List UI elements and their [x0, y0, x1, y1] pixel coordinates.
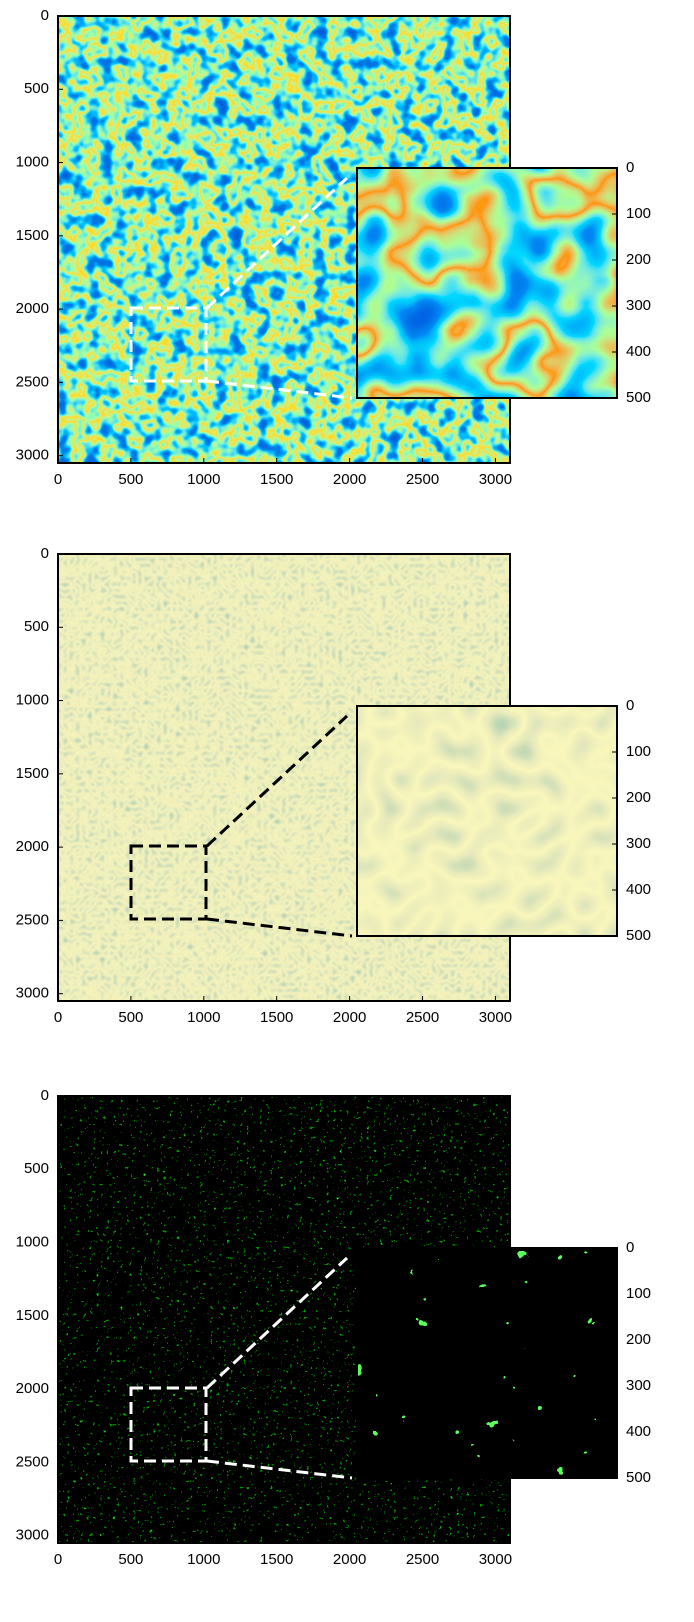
y-tick-label: 3000 [16, 985, 49, 1002]
y-tick-label: 0 [41, 545, 49, 562]
inset-y-tick-label: 0 [626, 1239, 634, 1256]
y-tick-label: 2000 [16, 300, 49, 317]
y-tick-label: 500 [24, 80, 49, 97]
figure: 0500100015002000250030000500100015002000… [0, 0, 694, 1622]
inset-y-tick-label: 200 [626, 789, 651, 806]
y-tick-label: 2000 [16, 838, 49, 855]
x-tick-label: 0 [54, 1551, 62, 1568]
y-tick-label: 2500 [16, 373, 49, 390]
x-tick-label: 1500 [260, 471, 293, 488]
y-tick-label: 500 [24, 618, 49, 635]
x-tick-label: 1000 [187, 1009, 220, 1026]
y-tick-label: 1000 [16, 154, 49, 171]
y-tick-label: 0 [41, 1087, 49, 1104]
inset-y-tick-label: 100 [626, 1285, 651, 1302]
x-tick-label: 500 [118, 471, 143, 488]
y-tick-label: 500 [24, 1160, 49, 1177]
x-tick-label: 500 [118, 1009, 143, 1026]
x-tick-label: 2500 [406, 1551, 439, 1568]
y-tick-label: 2000 [16, 1380, 49, 1397]
x-tick-label: 3000 [479, 1009, 512, 1026]
inset-image [357, 706, 617, 936]
inset-y-tick-label: 500 [626, 927, 651, 944]
inset-y-tick-label: 300 [626, 297, 651, 314]
y-tick-label: 1000 [16, 692, 49, 709]
y-tick-label: 1000 [16, 1234, 49, 1251]
inset-y-tick-label: 100 [626, 205, 651, 222]
inset-y-tick-label: 100 [626, 743, 651, 760]
y-tick-label: 1500 [16, 227, 49, 244]
y-tick-label: 0 [41, 7, 49, 24]
x-tick-label: 1500 [260, 1551, 293, 1568]
inset-y-tick-label: 300 [626, 835, 651, 852]
x-tick-label: 1000 [187, 1551, 220, 1568]
inset-y-tick-label: 500 [626, 389, 651, 406]
y-tick-label: 3000 [16, 447, 49, 464]
x-tick-label: 2000 [333, 1551, 366, 1568]
x-tick-label: 2000 [333, 471, 366, 488]
x-tick-label: 2000 [333, 1009, 366, 1026]
y-tick-label: 1500 [16, 765, 49, 782]
inset-image [357, 168, 617, 398]
inset-y-tick-label: 300 [626, 1377, 651, 1394]
x-tick-label: 1500 [260, 1009, 293, 1026]
y-tick-label: 1500 [16, 1307, 49, 1324]
y-tick-label: 3000 [16, 1527, 49, 1544]
x-tick-label: 2500 [406, 1009, 439, 1026]
inset-y-tick-label: 0 [626, 697, 634, 714]
x-tick-label: 3000 [479, 471, 512, 488]
x-tick-label: 1000 [187, 471, 220, 488]
inset-y-tick-label: 400 [626, 1423, 651, 1440]
inset-y-tick-label: 0 [626, 159, 634, 176]
y-tick-label: 2500 [16, 1453, 49, 1470]
inset-image [357, 1248, 617, 1478]
x-tick-label: 2500 [406, 471, 439, 488]
x-tick-label: 0 [54, 471, 62, 488]
x-tick-label: 3000 [479, 1551, 512, 1568]
inset-y-tick-label: 400 [626, 881, 651, 898]
inset-y-tick-label: 400 [626, 343, 651, 360]
y-tick-label: 2500 [16, 911, 49, 928]
x-tick-label: 0 [54, 1009, 62, 1026]
inset-y-tick-label: 200 [626, 251, 651, 268]
x-tick-label: 500 [118, 1551, 143, 1568]
inset-y-tick-label: 500 [626, 1469, 651, 1486]
inset-y-tick-label: 200 [626, 1331, 651, 1348]
